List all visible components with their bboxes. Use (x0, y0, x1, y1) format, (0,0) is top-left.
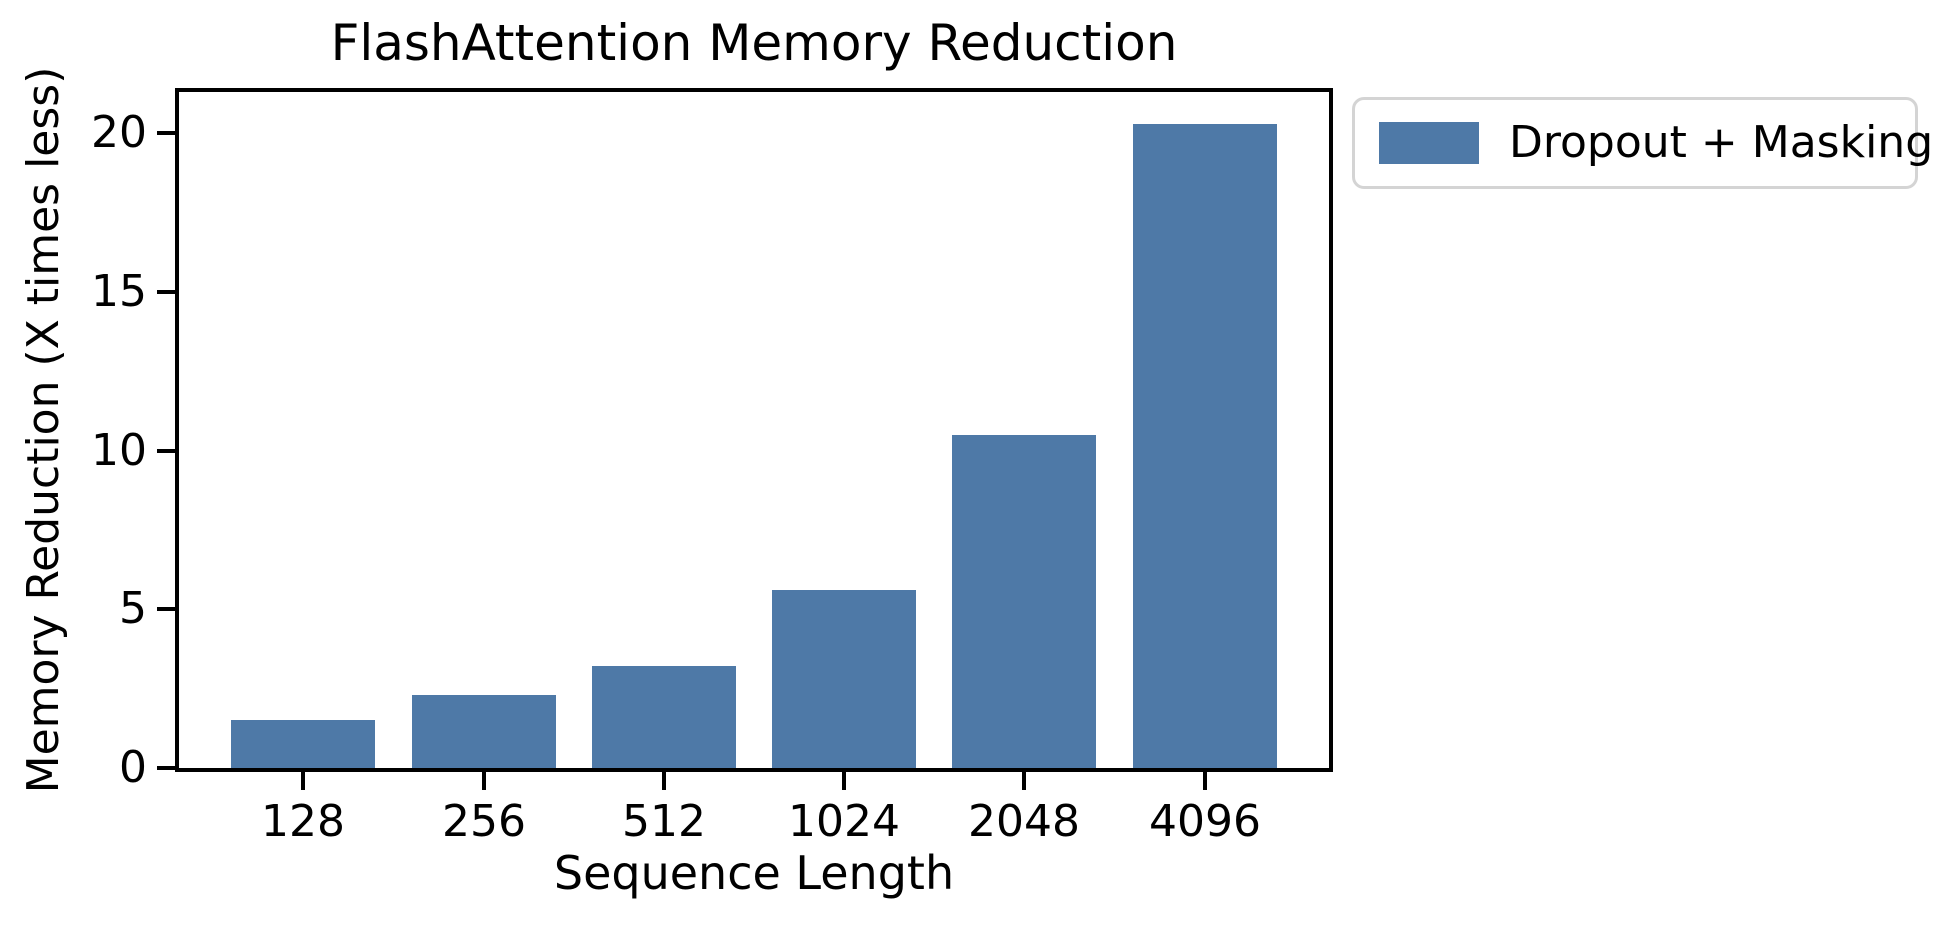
y-tick-mark (157, 766, 175, 770)
y-tick-label: 0 (119, 742, 147, 793)
y-tick-label: 20 (91, 107, 147, 158)
bar-1024 (772, 590, 916, 768)
legend: Dropout + Masking (1352, 97, 1933, 189)
x-tick-mark (842, 772, 846, 790)
plot-area (175, 88, 1333, 772)
y-tick-label: 15 (91, 266, 147, 317)
x-tick-mark (482, 772, 486, 790)
y-tick-mark (157, 449, 175, 453)
y-tick-mark (157, 131, 175, 135)
x-axis-label: Sequence Length (553, 846, 955, 900)
bar-256 (412, 695, 556, 768)
x-tick-label: 512 (622, 796, 706, 847)
x-tick-mark (301, 772, 305, 790)
x-tick-label: 256 (442, 796, 526, 847)
bar-2048 (952, 435, 1096, 768)
y-tick-label: 5 (119, 583, 147, 634)
y-tick-label: 10 (91, 425, 147, 476)
x-tick-mark (662, 772, 666, 790)
x-tick-mark (1203, 772, 1207, 790)
y-tick-mark (157, 290, 175, 294)
x-tick-label: 1024 (788, 796, 900, 847)
legend-color-swatch-icon (1379, 122, 1479, 164)
bar-512 (592, 666, 736, 768)
x-tick-label: 128 (261, 796, 345, 847)
bar-4096 (1133, 124, 1277, 768)
x-tick-mark (1022, 772, 1026, 790)
bar-128 (231, 720, 375, 768)
x-tick-label: 2048 (968, 796, 1080, 847)
y-tick-mark (157, 607, 175, 611)
legend-entry-label: Dropout + Masking (1509, 117, 1934, 168)
chart-title: FlashAttention Memory Reduction (330, 14, 1178, 72)
x-tick-label: 4096 (1149, 796, 1261, 847)
